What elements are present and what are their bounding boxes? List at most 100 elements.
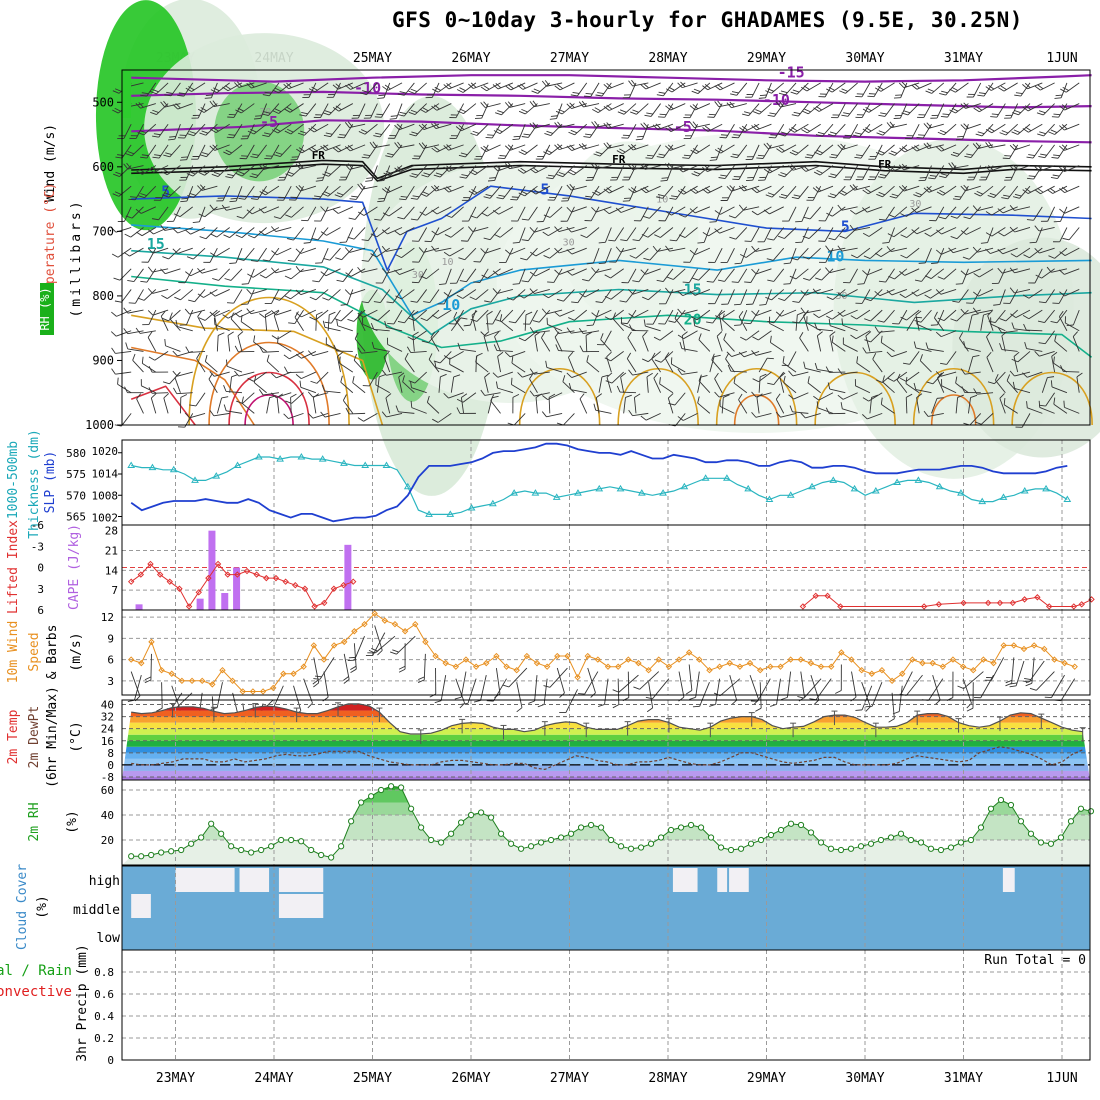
rh-point bbox=[198, 834, 205, 841]
wind-barb bbox=[930, 309, 945, 326]
wind-barb bbox=[284, 289, 304, 300]
wind-barb bbox=[423, 289, 440, 304]
wind-barb bbox=[336, 268, 354, 283]
wind-barb bbox=[556, 165, 575, 178]
humidity-area bbox=[558, 141, 699, 322]
wind-barb bbox=[763, 206, 784, 215]
day-label-bottom: 25MAY bbox=[353, 1071, 392, 1086]
wind-barb bbox=[295, 309, 317, 318]
wind-barb bbox=[449, 268, 465, 284]
wind-barb bbox=[740, 330, 760, 341]
rh-point bbox=[398, 784, 405, 791]
wind-barb bbox=[1054, 678, 1076, 702]
wind-barb bbox=[941, 379, 957, 394]
rh-point bbox=[1067, 818, 1075, 825]
wind-barb bbox=[886, 246, 907, 253]
wind-barb bbox=[1038, 289, 1055, 304]
wind-barb bbox=[336, 351, 343, 373]
wind-barb bbox=[826, 82, 846, 93]
wind-barb bbox=[387, 309, 403, 325]
wind-barb bbox=[765, 185, 785, 198]
wind-barb bbox=[340, 375, 354, 394]
wind-barb bbox=[315, 311, 323, 331]
clear-sky-gap bbox=[175, 868, 235, 892]
li-tick-label: 6 bbox=[37, 604, 44, 617]
wind-speed-point bbox=[838, 649, 845, 656]
wind-barb bbox=[667, 393, 674, 414]
thickness-point bbox=[957, 489, 965, 496]
wind-barb bbox=[284, 103, 304, 113]
wind-barb bbox=[536, 206, 551, 223]
wind-barb bbox=[782, 356, 797, 373]
wind-barb bbox=[374, 206, 391, 221]
wind-barb bbox=[604, 289, 624, 300]
wind-barb bbox=[543, 247, 563, 259]
wind-barb bbox=[998, 82, 1018, 92]
rh-point bbox=[847, 845, 855, 852]
wind-barb bbox=[261, 103, 280, 117]
wind-barb bbox=[390, 635, 416, 655]
wind-barb bbox=[352, 376, 366, 394]
wind-barb bbox=[679, 341, 698, 352]
wind-barb bbox=[882, 375, 895, 394]
wind-barb bbox=[480, 144, 501, 152]
wind-barb bbox=[454, 671, 467, 700]
wind-barb bbox=[886, 289, 908, 296]
wind-barb bbox=[988, 309, 1006, 324]
wind-barb bbox=[1037, 123, 1055, 137]
wind-barb bbox=[386, 289, 403, 304]
day-label-bottom: 28MAY bbox=[648, 1071, 687, 1086]
wind-barb bbox=[1026, 206, 1043, 221]
wind-barb bbox=[1037, 309, 1055, 323]
wind-barb bbox=[603, 103, 624, 111]
wind-barb bbox=[173, 387, 193, 395]
wind-barb bbox=[924, 268, 945, 279]
wind-barb bbox=[1023, 323, 1043, 332]
wind-barb bbox=[685, 664, 693, 695]
wind-barb bbox=[827, 382, 846, 394]
wind-barb bbox=[900, 227, 920, 238]
wind-barb bbox=[344, 163, 366, 170]
wind-barb bbox=[485, 123, 501, 139]
rh-point bbox=[717, 844, 725, 851]
temperature-band bbox=[122, 722, 1090, 729]
wind-barb bbox=[132, 353, 144, 373]
wind-barb bbox=[1050, 165, 1068, 179]
wind-barb bbox=[603, 122, 624, 129]
wind-barb bbox=[258, 389, 279, 396]
wind-barb bbox=[216, 396, 229, 414]
wind-barb bbox=[899, 289, 920, 299]
wind-barb bbox=[395, 289, 415, 300]
day-label-bottom: 27MAY bbox=[550, 1071, 589, 1086]
wind-barb bbox=[960, 308, 981, 315]
wind-speed-point bbox=[391, 620, 399, 628]
wind-barb bbox=[512, 268, 526, 285]
wind-barb bbox=[357, 412, 378, 422]
wind-barb bbox=[778, 185, 797, 199]
wind-speed-point bbox=[523, 652, 531, 660]
wind-barb bbox=[719, 399, 735, 414]
wind-barb bbox=[652, 123, 674, 130]
wind-barb bbox=[654, 351, 674, 363]
thickness-point bbox=[978, 497, 987, 505]
wind-barb bbox=[1050, 380, 1068, 394]
wind-barb bbox=[865, 682, 883, 708]
wind-barb bbox=[677, 368, 698, 375]
wind-barb bbox=[283, 351, 304, 360]
wind-barb bbox=[387, 124, 403, 139]
precip-tick-label: 0.4 bbox=[94, 1010, 114, 1023]
wind-barb bbox=[967, 355, 980, 373]
wind-barb bbox=[878, 103, 895, 117]
wind-barb bbox=[555, 344, 575, 352]
wind-barb bbox=[642, 289, 661, 301]
wind-barb bbox=[322, 671, 329, 702]
y-tick-label: 900 bbox=[92, 353, 114, 367]
wind-barb bbox=[480, 247, 501, 254]
wind-barb bbox=[744, 227, 760, 242]
surface-temperature-domes bbox=[188, 296, 1093, 426]
lifted-index-point bbox=[127, 578, 135, 585]
wind-barb bbox=[443, 289, 464, 297]
wind-speed-point bbox=[1051, 656, 1058, 663]
wind-barb bbox=[301, 206, 317, 222]
wind-barb bbox=[529, 390, 550, 397]
